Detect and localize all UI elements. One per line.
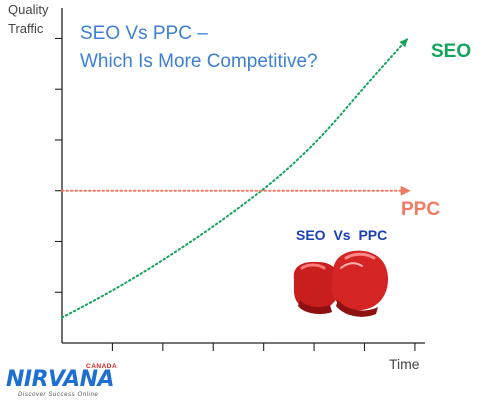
logo-country: CANADA bbox=[86, 363, 118, 370]
seo-series-line bbox=[61, 37, 409, 319]
x-axis-label: Time bbox=[389, 356, 420, 372]
chart-title: SEO Vs PPC – Which Is More Competitive? bbox=[80, 20, 318, 76]
logo-name: NIRVANA bbox=[6, 367, 115, 392]
chart-title-line2: Which Is More Competitive? bbox=[80, 51, 318, 72]
vs-label: SEO Vs PPC bbox=[296, 227, 388, 243]
nirvana-logo: CANADA NIRVANA Discover Success Online bbox=[6, 363, 117, 398]
boxing-gloves-icon bbox=[293, 250, 388, 317]
y-axis-label: Quality Traffic bbox=[8, 0, 48, 38]
y-axis-label-line2: Traffic bbox=[8, 21, 44, 36]
chart-series bbox=[61, 37, 411, 319]
logo-tagline: Discover Success Online bbox=[18, 392, 99, 398]
ppc-arrowhead bbox=[400, 185, 411, 196]
seo-arrowhead bbox=[399, 38, 408, 48]
series-label-ppc: PPC bbox=[401, 199, 441, 220]
chart-ticks bbox=[55, 37, 416, 351]
series-label-seo: SEO bbox=[431, 41, 472, 62]
y-axis-label-line1: Quality bbox=[8, 2, 49, 17]
chart-title-line1: SEO Vs PPC – bbox=[80, 23, 208, 44]
